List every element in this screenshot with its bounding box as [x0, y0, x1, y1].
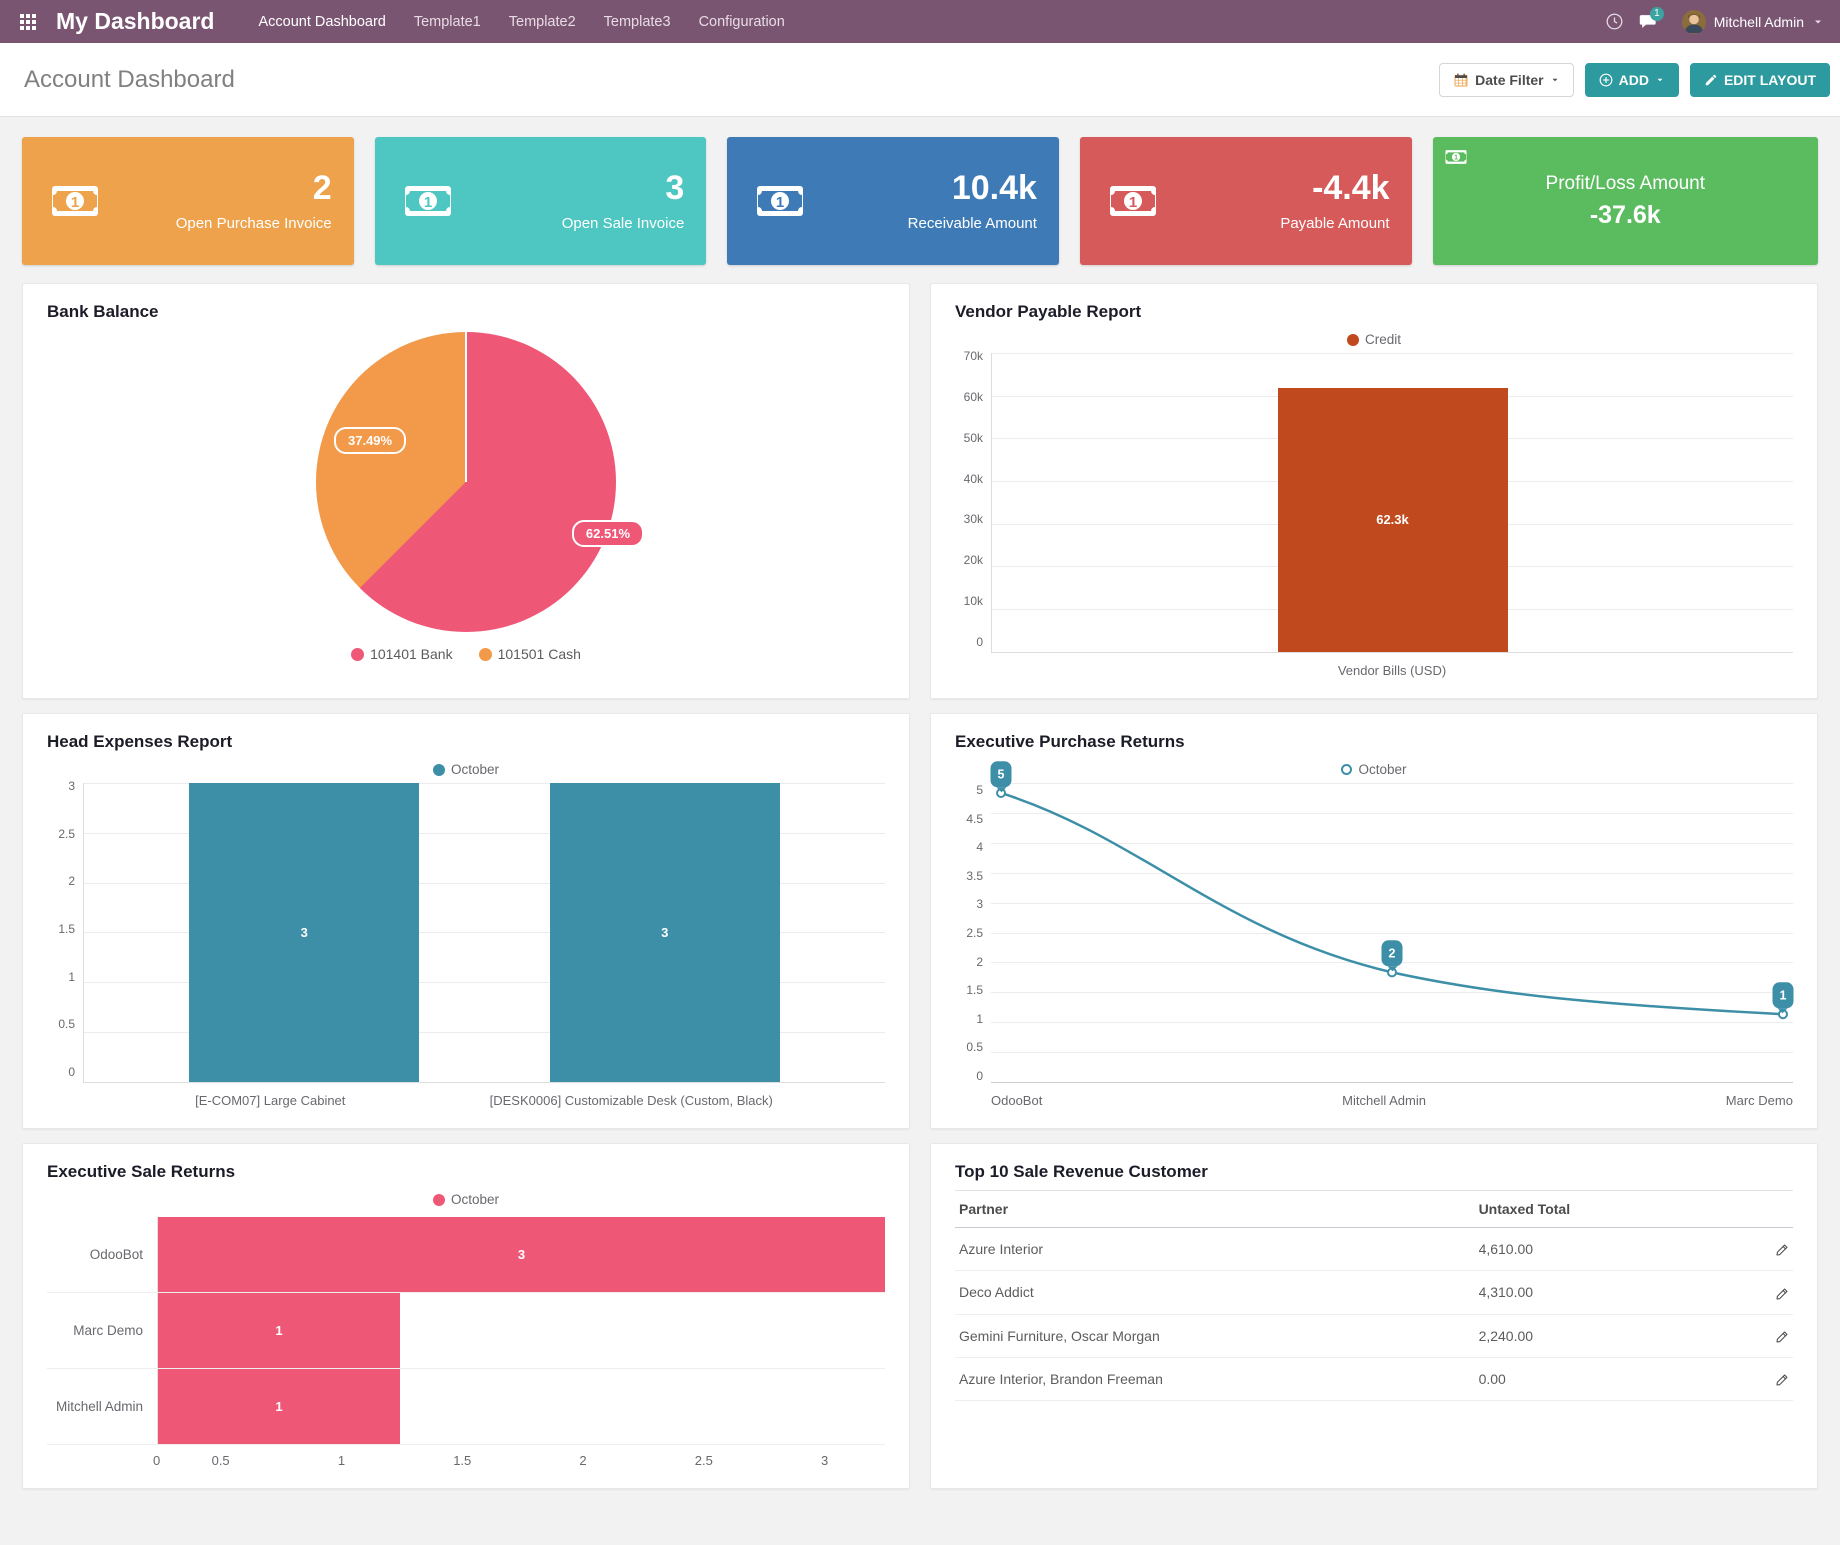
svg-text:1: 1: [1454, 155, 1458, 162]
svg-text:1: 1: [1129, 194, 1137, 211]
svg-text:1: 1: [776, 194, 784, 211]
svg-text:1: 1: [423, 194, 431, 211]
svg-text:1: 1: [71, 194, 79, 211]
